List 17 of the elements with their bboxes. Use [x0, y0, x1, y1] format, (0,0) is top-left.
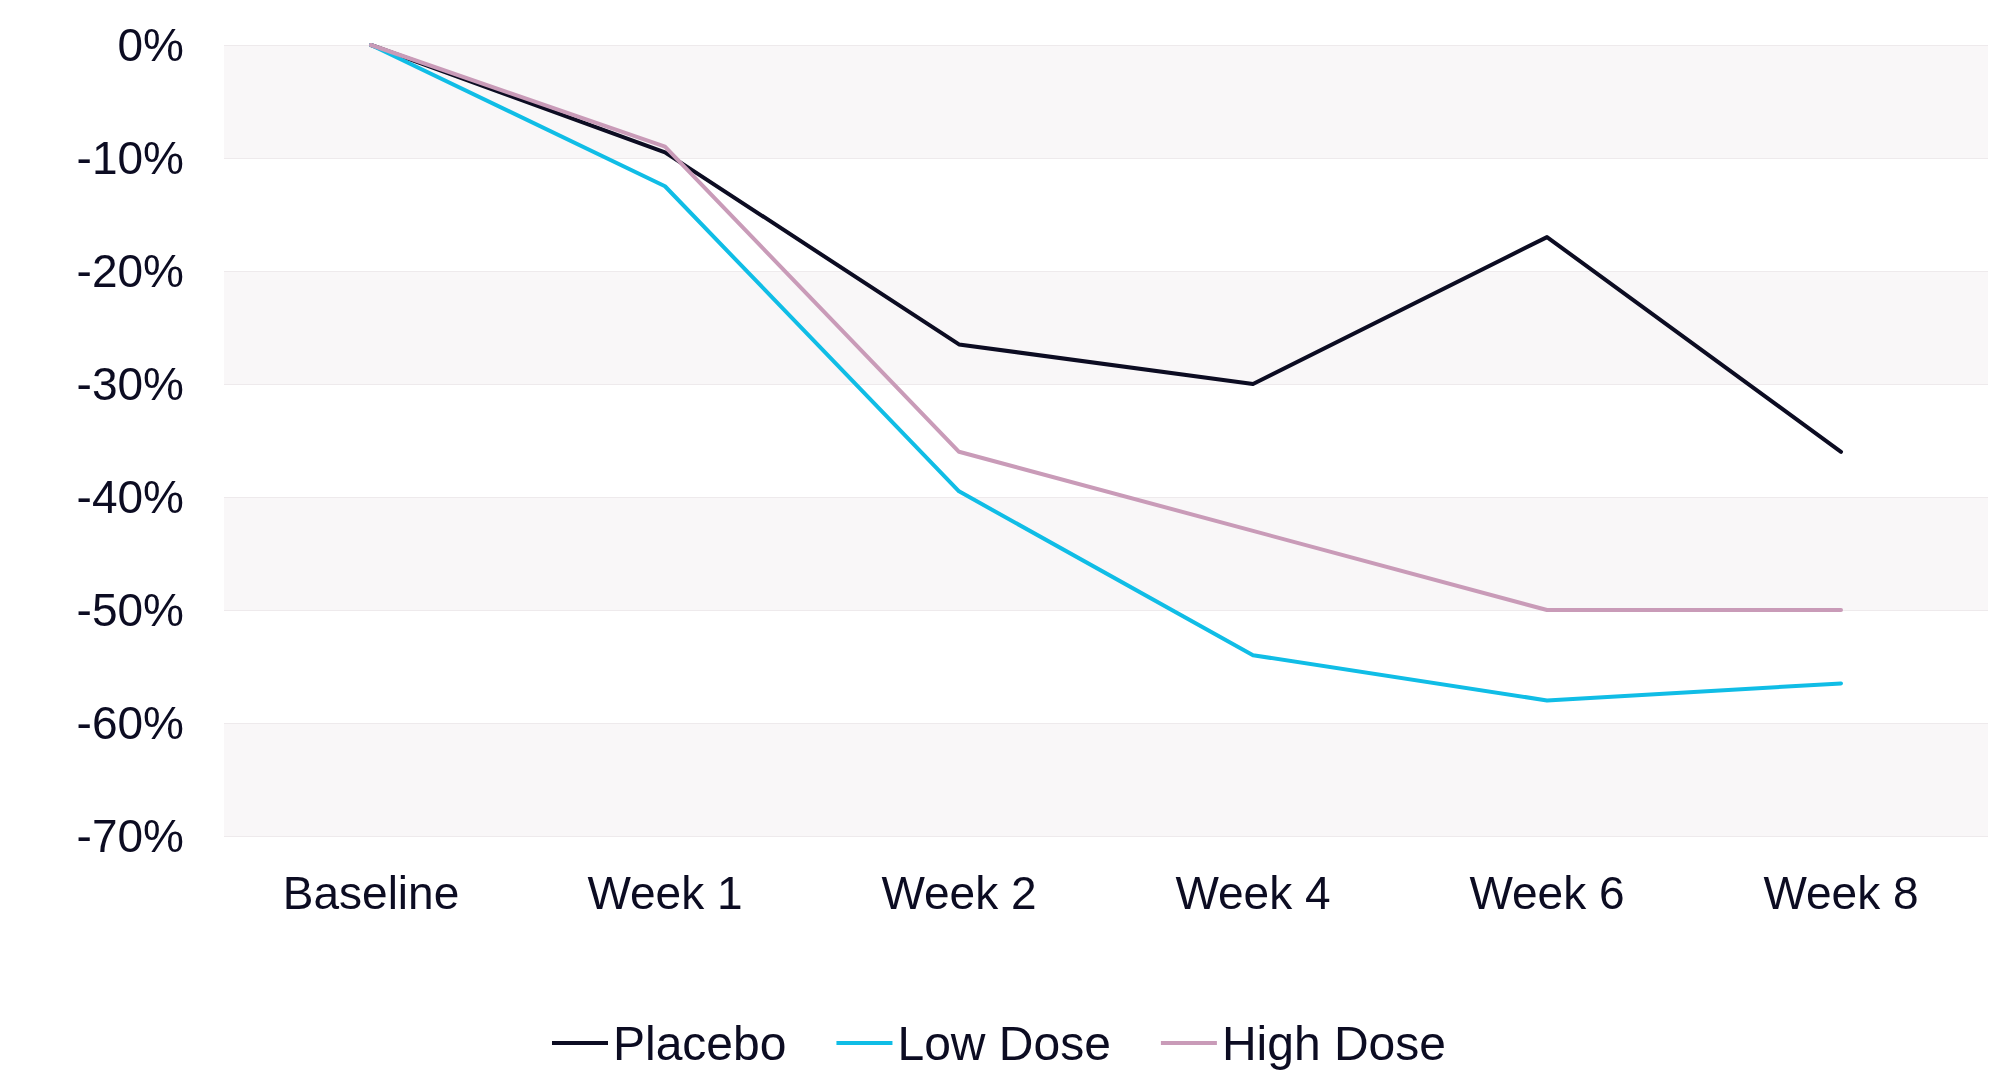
legend-label: High Dose: [1221, 1016, 1447, 1070]
legend-label: Placebo: [612, 1016, 787, 1070]
x-tick-label: Week 4: [1175, 867, 1331, 919]
x-tick-label: Baseline: [282, 867, 460, 919]
y-tick-label: 0%: [117, 19, 184, 71]
legend-label: Low Dose: [897, 1016, 1111, 1070]
y-tick-label: -50%: [76, 584, 184, 636]
y-tick-label: -10%: [76, 132, 184, 184]
y-tick-label: -20%: [76, 245, 184, 297]
x-tick-label: Week 6: [1469, 867, 1625, 919]
y-tick-label: -60%: [76, 697, 184, 749]
y-tick-label: -40%: [76, 471, 184, 523]
x-tick-label: Week 8: [1763, 867, 1919, 919]
x-tick-label: Week 2: [881, 867, 1037, 919]
y-tick-label: -70%: [76, 810, 184, 862]
y-tick-label: -30%: [76, 358, 184, 410]
x-tick-label: Week 1: [587, 867, 743, 919]
